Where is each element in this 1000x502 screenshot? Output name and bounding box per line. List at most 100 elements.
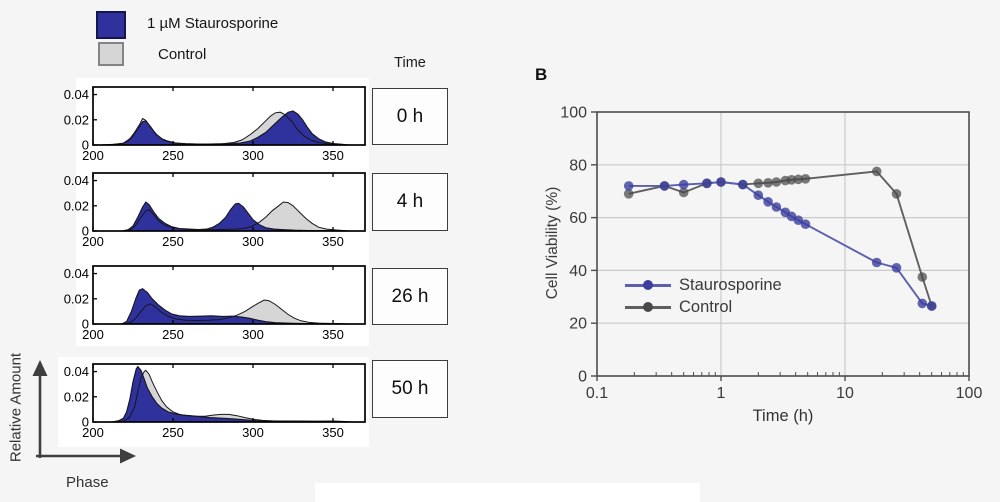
control-distribution (125, 202, 349, 231)
x-tick-label: 1 (717, 385, 726, 402)
y-tick-label: 40 (569, 263, 587, 280)
chart-legend-item-staurosporine: Staurosporine (625, 276, 782, 295)
histogram-panel-3: 200 250 300 350 0 0.02 0.04 (64, 363, 366, 440)
y-tick-label: 0.04 (64, 173, 89, 188)
control-data-point (753, 178, 764, 189)
phase-axis-label: Phase (66, 474, 109, 491)
staurosporine-data-point (800, 219, 811, 229)
y-tick-label: 0 (82, 317, 89, 332)
time-box-4h: 4 h (372, 173, 448, 231)
y-tick-label: 0.02 (64, 112, 89, 127)
right-arrow-icon (120, 448, 136, 464)
x-tick-label: 350 (322, 234, 344, 249)
control-data-point (800, 174, 811, 184)
time-box-label: 0 h (396, 105, 424, 127)
control-distribution (125, 300, 349, 324)
x-tick-label: 200 (82, 148, 104, 163)
x-tick-label: 350 (322, 425, 344, 440)
y-tick-label: 0.02 (64, 291, 89, 306)
y-tick-label: 0.02 (64, 389, 89, 404)
y-tick-label: 0 (578, 369, 587, 386)
control-data-point (771, 177, 782, 187)
time-box-26h: 26 h (372, 268, 448, 325)
time-box-0h: 0 h (372, 88, 448, 145)
histogram-panel-0: 200 250 300 350 0 0.02 0.04 (64, 86, 366, 163)
staurosporine-data-point (926, 301, 937, 311)
viability-plot: 0 20 40 60 80 100 0.1 1 10 100 (560, 105, 982, 403)
histogram-panel-1: 200 250 300 350 0 0.02 0.04 (64, 172, 366, 249)
time-box-50h: 50 h (372, 360, 448, 418)
chart-legend-label: Control (679, 298, 733, 316)
staurosporine-data-point (623, 181, 634, 191)
control-data-point (678, 187, 689, 198)
staurosporine-data-point (659, 181, 670, 191)
x-tick-label: 0.1 (586, 385, 608, 402)
y-tick-label: 80 (569, 157, 587, 174)
staurosporine-data-point (738, 179, 748, 190)
y-tick-label: 0.02 (64, 198, 89, 213)
staurosporine-data-point (763, 197, 773, 207)
chart-legend-item-control: Control (625, 298, 732, 317)
staurosporine-distribution (101, 111, 349, 145)
control-data-point (793, 174, 804, 185)
y-tick-label: 0 (82, 224, 89, 239)
staurosporine-data-point (702, 178, 712, 189)
y-tick-label: 0.04 (64, 266, 89, 281)
x-tick-label: 250 (162, 425, 184, 440)
x-tick-label: 10 (836, 385, 854, 402)
legend-label-staurosporine: 1 µM Staurosporine (147, 15, 279, 32)
control-line-sample (625, 302, 671, 313)
y-tick-label: 20 (569, 316, 587, 333)
x-tick-label: 300 (242, 234, 264, 249)
staurosporine-data-point (753, 190, 764, 200)
x-tick-label: 200 (82, 425, 104, 440)
control-data-point (871, 166, 882, 177)
staurosporine-data-point (678, 179, 689, 190)
staurosporine-distribution (121, 202, 349, 231)
x-tick-label: 250 (162, 327, 184, 342)
x-tick-label: 250 (162, 234, 184, 249)
legend-label-control: Control (158, 46, 207, 63)
y-tick-label: 100 (560, 105, 587, 122)
control-data-point (891, 189, 902, 199)
bottom-white-strip (315, 483, 700, 502)
staurosporine-data-point (716, 177, 726, 187)
x-tick-label: 100 (956, 385, 983, 402)
time-box-label: 4 h (396, 191, 424, 212)
y-tick-label: 0.04 (64, 87, 89, 102)
x-tick-label: 350 (322, 327, 344, 342)
staurosporine-data-point (771, 202, 782, 212)
y-tick-label: 60 (569, 210, 587, 227)
cell-cycle-histograms: 200 250 300 350 0 0.02 0.04 200 250 300 350 0 0.02 0.… (64, 86, 366, 440)
control-data-point (763, 178, 773, 188)
time-box-label: 26 h (391, 285, 429, 307)
x-tick-label: 250 (162, 148, 184, 163)
histogram-panel-2: 200 250 300 350 0 0.02 0.04 (64, 265, 366, 342)
chart-legend-label: Staurosporine (679, 276, 782, 294)
control-data-point (623, 189, 634, 199)
staurosporine-marker-icon (643, 280, 653, 291)
staurosporine-data-point (871, 257, 882, 268)
x-tick-label: 200 (82, 234, 104, 249)
staurosporine-data-point (917, 298, 928, 309)
control-marker-icon (643, 302, 653, 313)
panel-b-letter: B (535, 65, 548, 84)
x-tick-label: 300 (242, 425, 264, 440)
control-data-point (917, 272, 928, 282)
x-tick-label: 350 (322, 148, 344, 163)
y-tick-label: 0 (82, 415, 89, 430)
y-tick-label: 0.04 (64, 364, 89, 379)
up-arrow-icon (32, 360, 48, 376)
staurosporine-distribution (112, 366, 353, 422)
time-column-header: Time (394, 55, 426, 71)
cell-viability-axis-label: Cell Viability (%) (544, 186, 561, 300)
staurosporine-data-point (793, 215, 804, 225)
staurosporine-line-sample (625, 280, 671, 291)
axis-arrows (32, 360, 136, 464)
time-axis-label: Time (h) (752, 407, 814, 425)
x-tick-label: 300 (242, 327, 264, 342)
staurosporine-swatch (96, 11, 126, 39)
x-tick-label: 200 (82, 327, 104, 342)
